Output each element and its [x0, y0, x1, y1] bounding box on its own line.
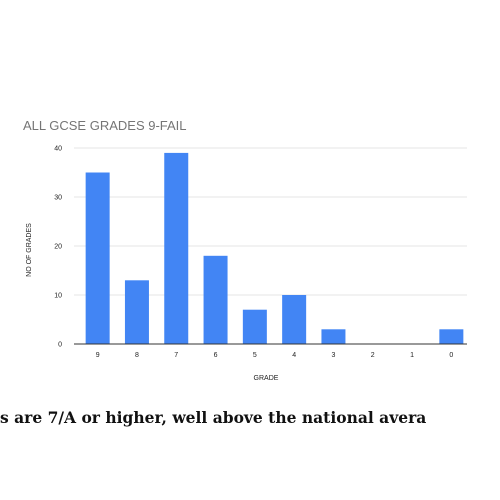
x-tick-label: 4	[292, 352, 296, 359]
bars	[85, 152, 464, 344]
x-axis-label: GRADE	[254, 375, 279, 382]
y-tick-label: 30	[54, 195, 62, 202]
bar-grade-8	[124, 280, 149, 344]
y-tick-label: 0	[58, 342, 62, 349]
x-tick-label: 5	[253, 352, 257, 359]
chart-title: ALL GCSE GRADES 9-FAIL	[23, 118, 187, 133]
x-tick-label: 2	[371, 352, 375, 359]
bar-grade-4	[282, 295, 307, 344]
bar-grade-0	[439, 329, 464, 344]
y-axis-label: NO OF GRADES	[26, 223, 33, 277]
y-tick-labels: 0 10 20 30 40	[54, 146, 62, 349]
y-tick-label: 20	[54, 244, 62, 251]
bar-grade-7	[164, 152, 189, 344]
x-tick-label: 0	[449, 352, 453, 359]
bar-grade-3	[321, 329, 346, 344]
bar-grade-5	[242, 309, 267, 344]
caption-text: s are 7/A or higher, well above the nati…	[0, 408, 427, 427]
x-tick-label: 7	[174, 352, 178, 359]
x-tick-label: 3	[331, 352, 335, 359]
y-tick-label: 10	[54, 293, 62, 300]
x-tick-label: 1	[410, 352, 414, 359]
x-tick-label: 9	[96, 352, 100, 359]
bar-grade-9	[85, 172, 110, 344]
bar-grade-6	[203, 255, 228, 344]
x-tick-label: 8	[135, 352, 139, 359]
y-tick-label: 40	[54, 146, 62, 153]
x-tick-label: 6	[214, 352, 218, 359]
gridlines	[74, 147, 467, 296]
x-tick-labels: 9 8 7 6 5 4 3 2 1 0	[96, 352, 454, 359]
